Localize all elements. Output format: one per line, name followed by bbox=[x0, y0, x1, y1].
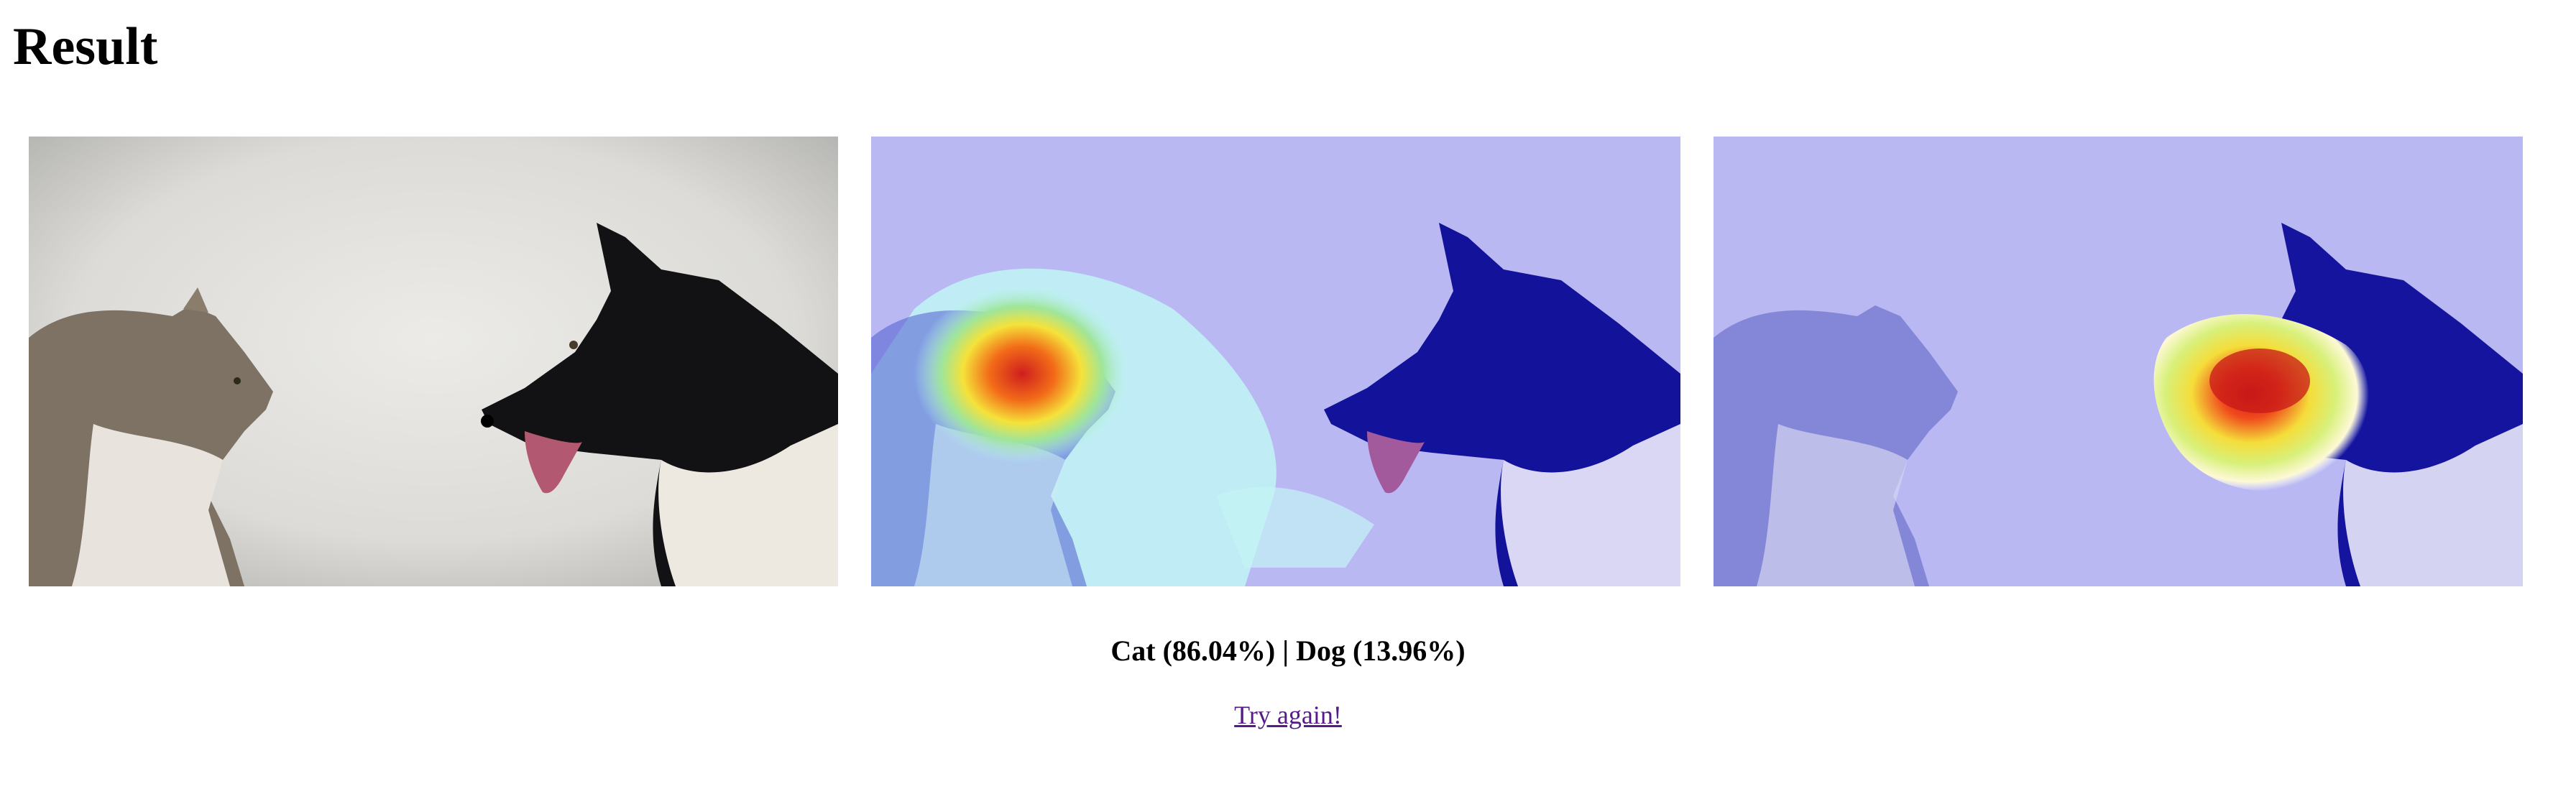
prediction-text: Cat (86.04%) | Dog (13.96%) bbox=[1110, 635, 1466, 667]
page-title: Result bbox=[13, 17, 158, 76]
image-gallery bbox=[29, 137, 2523, 586]
try-again-link[interactable]: Try again! bbox=[1234, 701, 1342, 729]
dog-heatmap-image bbox=[1714, 137, 2523, 586]
original-image bbox=[29, 137, 838, 586]
try-again-container: Try again! bbox=[0, 700, 2576, 730]
cat-heatmap-image bbox=[871, 137, 1680, 586]
